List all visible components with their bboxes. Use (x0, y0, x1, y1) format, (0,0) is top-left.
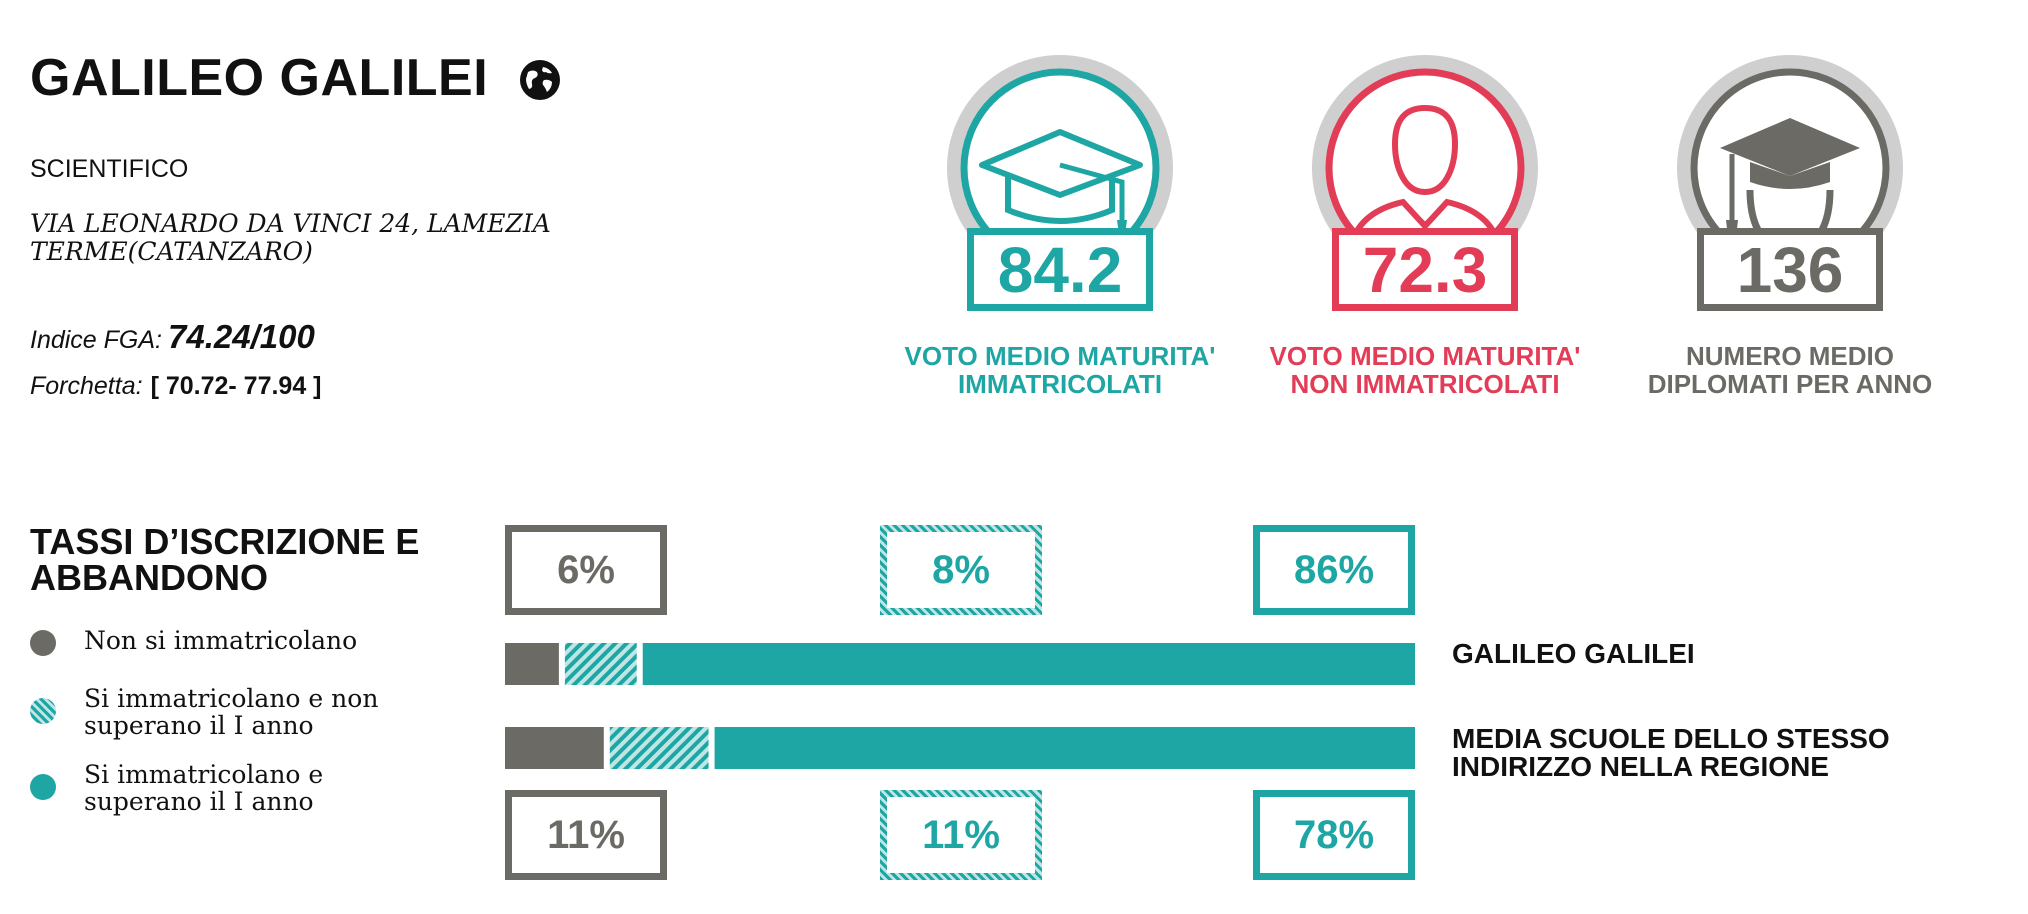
stat-diplomati: 136 NUMERO MEDIO DIPLOMATI PER ANNO (1620, 50, 1960, 410)
index-row: Indice FGA: 74.24/100 (30, 318, 315, 356)
bar-segment-region-non-superano (609, 727, 709, 769)
legend-swatch-hatch (30, 698, 56, 724)
pct-box-region-superano: 78% (1253, 790, 1415, 880)
stat-non-immatricolati: 72.3 VOTO MEDIO MATURITA' NON IMMATRICOL… (1255, 50, 1595, 410)
rates-title: TASSI D’ISCRIZIONE E ABBANDONO (30, 521, 420, 598)
school-type: SCIENTIFICO (30, 155, 189, 183)
fork-label: Forchetta: (30, 372, 143, 400)
pct-box-school-non-superano: 8% (880, 525, 1042, 615)
pct-box-school-superano: 86% (1253, 525, 1415, 615)
bar-label-school: GALILEO GALILEI (1452, 638, 1695, 669)
stat-value: 72.3 (1332, 228, 1518, 311)
pct-box-region-non-immatricolano: 11% (505, 790, 667, 880)
graduation-cap-icon (947, 55, 1173, 281)
pct-label: 11% (547, 812, 625, 857)
stat-immatricolati: 84.2 VOTO MEDIO MATURITA' IMMATRICOLATI (890, 50, 1230, 410)
stat-value: 136 (1697, 228, 1883, 311)
bar-segment-region-superano (714, 727, 1415, 769)
page-title: GALILEO GALILEI (30, 49, 489, 107)
legend-swatch-gray (30, 630, 56, 656)
legend-label: Si immatricolano e superano il I anno (84, 760, 324, 816)
bar-segment-school-non-immatricolano (505, 643, 559, 685)
globe-icon[interactable] (518, 58, 562, 102)
bar-segment-school-non-superano (564, 643, 637, 685)
bar-segment-region-non-immatricolano (505, 727, 604, 769)
pct-label: 86% (1293, 547, 1375, 592)
stat-value: 84.2 (967, 228, 1153, 311)
pct-label: 6% (557, 547, 615, 592)
school-address: VIA LEONARDO DA VINCI 24, LAMEZIA TERME(… (30, 209, 551, 266)
fork-row: Forchetta:[ 70.72- 77.94 ] (30, 372, 322, 401)
pct-label: 78% (1293, 812, 1375, 857)
pct-label: 11% (887, 797, 1035, 873)
stat-caption: NUMERO MEDIO DIPLOMATI PER ANNO (1647, 341, 1933, 399)
pct-label: 8% (887, 532, 1035, 608)
legend-swatch-teal (30, 774, 56, 800)
index-value: 74.24/100 (168, 318, 315, 355)
legend-label: Si immatricolano e non superano il I ann… (84, 684, 379, 740)
fork-value: [ 70.72- 77.94 ] (150, 372, 322, 400)
stat-caption: VOTO MEDIO MATURITA' NON IMMATRICOLATI (1269, 341, 1581, 399)
pct-box-region-non-superano: 11% (880, 790, 1042, 880)
stat-caption: VOTO MEDIO MATURITA' IMMATRICOLATI (904, 341, 1216, 399)
index-label: Indice FGA: (30, 326, 162, 354)
pct-box-school-non-immatricolano: 6% (505, 525, 667, 615)
bar-label-region: MEDIA SCUOLE DELLO STESSO INDIRIZZO NELL… (1452, 723, 1890, 782)
legend-label: Non si immatricolano (84, 626, 358, 655)
bar-segment-school-superano (642, 643, 1415, 685)
